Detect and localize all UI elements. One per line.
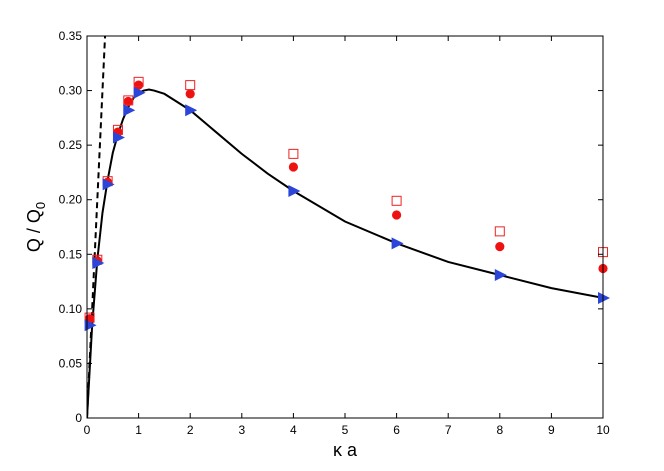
x-tick-label: 7 [445,423,452,437]
x-axis-label: κ a [333,440,358,460]
open-square-point [185,80,196,91]
right-triangle-point [598,291,610,304]
y-tick-label: 0.20 [59,193,83,207]
right-triangle-point [391,237,404,250]
x-tick-label: 3 [238,423,245,437]
y-tick-label: 0.25 [59,138,83,152]
filled-circle-point [495,242,505,252]
open-square-point [123,95,134,106]
filled-circle-point [134,80,144,90]
right-triangle-point [185,104,198,117]
x-tick-label: 4 [290,423,297,437]
y-tick-label: 0 [75,411,82,425]
x-tick-label: 6 [393,423,400,437]
dashed-series-line [87,36,107,418]
filled-circle-point [288,162,298,172]
y-tick-label: 0.30 [59,84,83,98]
right-triangle-point [288,184,301,197]
x-tick-label: 0 [84,423,91,437]
right-triangle-point [84,319,97,332]
y-tick-label: 0.10 [59,302,83,316]
right-triangle-point [102,178,115,191]
x-tick-label: 2 [187,423,194,437]
open-square-point [494,226,505,237]
x-tick-label: 5 [342,423,349,437]
filled-circle-point [185,89,195,99]
axis-tick-labels: 0 1 2 3 4 5 6 7 8 9 10 0 0.05 0.10 0.15 0.20 0.25 0.30 0.3… [59,29,610,437]
open-square-point [391,195,402,206]
solid-series-line [87,88,603,418]
x-tick-label: 9 [548,423,555,437]
filled-circle-point [123,96,133,107]
x-tick-label: 10 [596,423,610,437]
right-triangle-point [112,131,125,144]
y-axis-label-main: Q / Q [24,209,44,252]
x-tick-label: 1 [135,423,142,437]
filled-circle-point [392,210,402,220]
right-triangle-point [123,104,136,117]
plot-marks [84,36,610,418]
right-triangle-point [494,269,507,282]
y-tick-label: 0.15 [59,247,83,261]
axis-ticks [86,35,604,419]
y-tick-label: 0.35 [59,29,83,43]
right-triangle-point [92,257,105,270]
y-axis-label-subscript: 0 [33,202,48,209]
x-tick-label: 8 [496,423,503,437]
y-axis-label: Q / Q0 [24,202,48,252]
plot-area [87,36,603,418]
right-triangle-point [133,86,146,99]
y-tick-label: 0.05 [59,356,83,370]
open-square-point [133,76,144,87]
open-square-point [288,148,299,159]
